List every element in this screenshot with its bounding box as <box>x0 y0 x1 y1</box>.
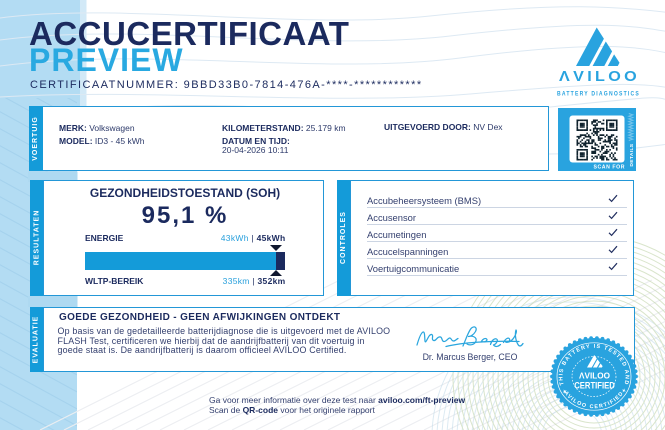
svg-text:ΛVILOO: ΛVILOO <box>579 371 610 380</box>
svg-text:DETAILS: DETAILS <box>629 143 635 166</box>
svg-text:CERTIFIED: CERTIFIED <box>574 379 615 390</box>
svg-text:ΛVILOO: ΛVILOO <box>559 69 640 85</box>
svg-text:SCAN FOR: SCAN FOR <box>594 165 626 171</box>
svg-text:BATTERY DIAGNOSTICS: BATTERY DIAGNOSTICS <box>557 90 640 97</box>
